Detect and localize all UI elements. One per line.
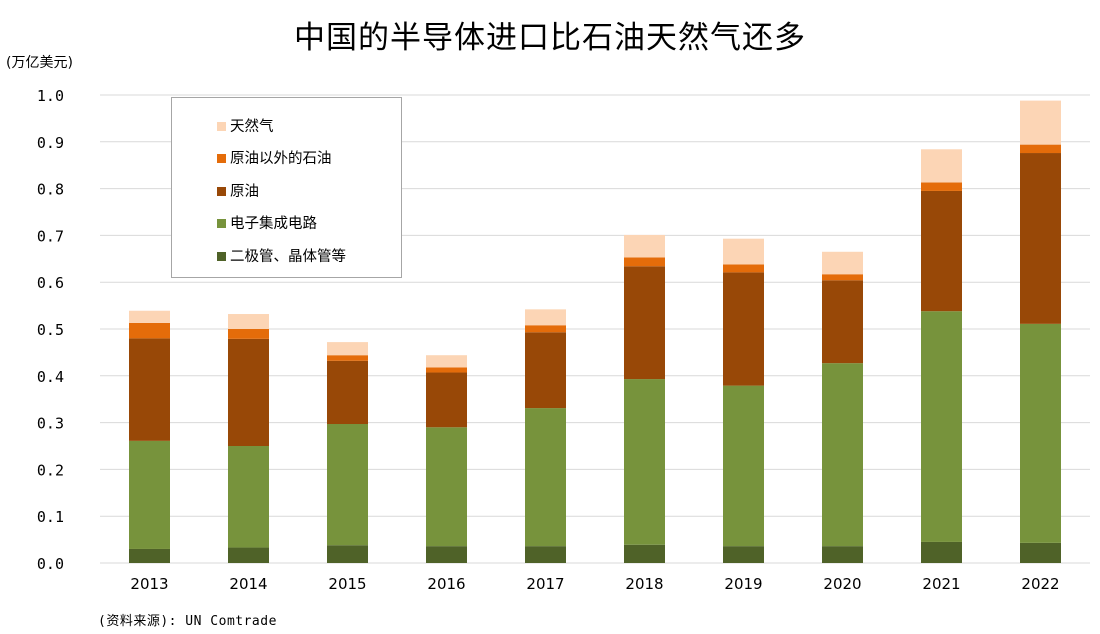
bar-segment	[1020, 153, 1061, 324]
legend-item-natural-gas: 天然气	[217, 115, 274, 136]
bar-segment	[822, 363, 863, 547]
bar-segment	[327, 424, 368, 546]
bar-segment	[426, 372, 467, 428]
bar-segment	[822, 274, 863, 281]
y-tick-label: 1.0	[37, 87, 64, 105]
y-axis-unit-label: (万亿美元)	[6, 55, 73, 71]
bar-segment	[525, 309, 566, 326]
bar-segment	[228, 547, 269, 563]
bar-segment	[822, 280, 863, 364]
bar-segment	[723, 264, 764, 273]
y-axis-ticks: 0.0 0.1 0.2 0.3 0.4 0.5 0.6 0.7 0.8 0.9 1.0	[37, 87, 64, 573]
source-note: (资料来源): UN Comtrade	[98, 614, 277, 629]
x-tick-label: 2018	[625, 575, 663, 593]
bar-segment	[327, 360, 368, 425]
legend-swatch	[217, 122, 226, 131]
bar-segment	[921, 311, 962, 542]
bar-segment	[723, 546, 764, 563]
legend-label: 二极管、晶体管等	[230, 249, 346, 265]
y-tick-label: 0.7	[37, 227, 64, 245]
legend-swatch	[217, 219, 226, 228]
legend: 天然气 原油以外的石油 原油 电子集成电路 二极管、晶体管等	[171, 97, 402, 278]
bar-segment	[129, 322, 170, 339]
x-tick-label: 2022	[1021, 575, 1059, 593]
y-tick-label: 0.1	[37, 508, 64, 526]
legend-label: 原油以外的石油	[230, 151, 332, 167]
bar-segment	[525, 325, 566, 333]
bar-segment	[228, 338, 269, 446]
legend-label: 天然气	[230, 119, 274, 135]
chart-title: 中国的半导体进口比石油天然气还多	[294, 20, 806, 56]
bar-segment	[129, 338, 170, 441]
bar-segment	[624, 379, 665, 545]
y-tick-label: 0.8	[37, 181, 64, 199]
legend-label: 电子集成电路	[230, 216, 317, 232]
bar-segment	[723, 238, 764, 265]
legend-swatch	[217, 187, 226, 196]
y-tick-label: 0.4	[37, 368, 64, 386]
bar-segment	[228, 314, 269, 329]
bar-segment	[525, 546, 566, 563]
x-axis-ticks: 2013 2014 2015 2016 2017 2018 2019 2020 2021 2022	[130, 575, 1059, 593]
y-tick-label: 0.3	[37, 415, 64, 433]
y-tick-label: 0.0	[37, 555, 64, 573]
bar-segment	[327, 342, 368, 356]
legend-swatch	[217, 154, 226, 163]
legend-swatch	[217, 252, 226, 261]
y-tick-label: 0.9	[37, 134, 64, 152]
legend-item-crude-oil: 原油	[217, 180, 259, 201]
bar-segment	[327, 355, 368, 361]
bar-segment	[723, 385, 764, 547]
x-tick-label: 2019	[724, 575, 762, 593]
bar-segment	[624, 266, 665, 380]
bar-segment	[1020, 542, 1061, 563]
legend-item-diodes-transistors: 二极管、晶体管等	[217, 245, 346, 266]
x-tick-label: 2013	[130, 575, 168, 593]
bar-segment	[1020, 323, 1061, 543]
bar-segment	[426, 427, 467, 547]
bar-segment	[624, 234, 665, 258]
bar-segment	[525, 408, 566, 547]
bar-segment	[426, 546, 467, 563]
bar-segment	[921, 149, 962, 183]
bar-segment	[624, 257, 665, 267]
x-tick-label: 2020	[823, 575, 861, 593]
x-tick-label: 2021	[922, 575, 960, 593]
bar-segment	[228, 329, 269, 339]
bar-segment	[624, 544, 665, 563]
bar-segment	[921, 541, 962, 563]
bar-segment	[426, 355, 467, 368]
bars	[129, 100, 1061, 563]
bar-segment	[1020, 144, 1061, 154]
x-tick-label: 2017	[526, 575, 564, 593]
bar-segment	[1020, 100, 1061, 145]
bar-segment	[921, 190, 962, 312]
bar-segment	[723, 272, 764, 386]
legend-label: 原油	[230, 184, 259, 200]
bar-segment	[525, 332, 566, 409]
y-tick-label: 0.5	[37, 321, 64, 339]
bar-segment	[129, 310, 170, 323]
y-tick-label: 0.2	[37, 461, 64, 479]
bar-segment	[228, 446, 269, 548]
x-tick-label: 2014	[229, 575, 267, 593]
x-tick-label: 2015	[328, 575, 366, 593]
x-tick-label: 2016	[427, 575, 465, 593]
bar-segment	[327, 545, 368, 563]
bar-segment	[822, 546, 863, 563]
legend-item-other-petroleum: 原油以外的石油	[217, 147, 332, 168]
bar-segment	[129, 440, 170, 549]
legend-item-integrated-circuits: 电子集成电路	[217, 212, 317, 233]
bar-segment	[822, 251, 863, 275]
y-tick-label: 0.6	[37, 274, 64, 292]
bar-segment	[921, 182, 962, 191]
bar-segment	[129, 548, 170, 563]
bar-segment	[426, 367, 467, 373]
